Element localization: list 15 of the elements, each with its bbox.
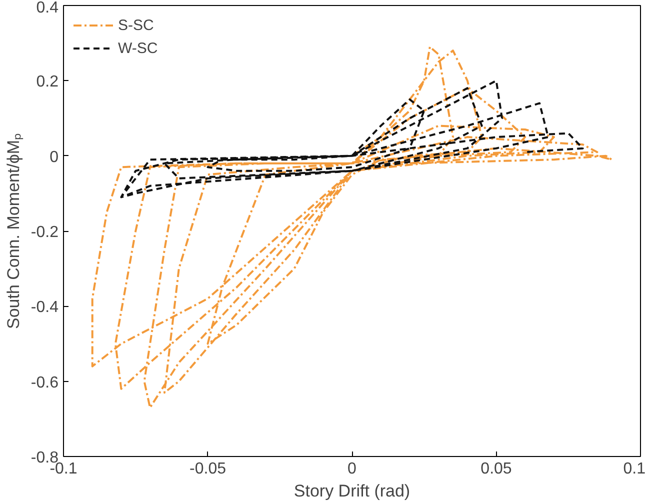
x-tick-label: 0 bbox=[348, 460, 357, 478]
y-tick-label: 0 bbox=[50, 148, 59, 166]
x-tick-label: 0.1 bbox=[623, 460, 645, 478]
y-tick-label: -0.2 bbox=[30, 224, 59, 241]
y-tick-label: 0.4 bbox=[36, 0, 59, 16]
y-tick-label: 0.2 bbox=[36, 74, 59, 91]
x-tick-label: -0.05 bbox=[190, 460, 226, 478]
legend-label: S-SC bbox=[118, 16, 154, 34]
x-axis-title: Story Drift (rad) bbox=[294, 482, 410, 500]
y-tick-label: -0.4 bbox=[30, 299, 59, 316]
y-tick-label: -0.6 bbox=[30, 374, 59, 392]
legend-label: W-SC bbox=[118, 40, 158, 56]
y-axis-title: South Conn. Moment/ϕMₚ bbox=[4, 132, 24, 330]
line-series bbox=[120, 80, 584, 198]
x-tick-label: 0.05 bbox=[480, 460, 512, 478]
